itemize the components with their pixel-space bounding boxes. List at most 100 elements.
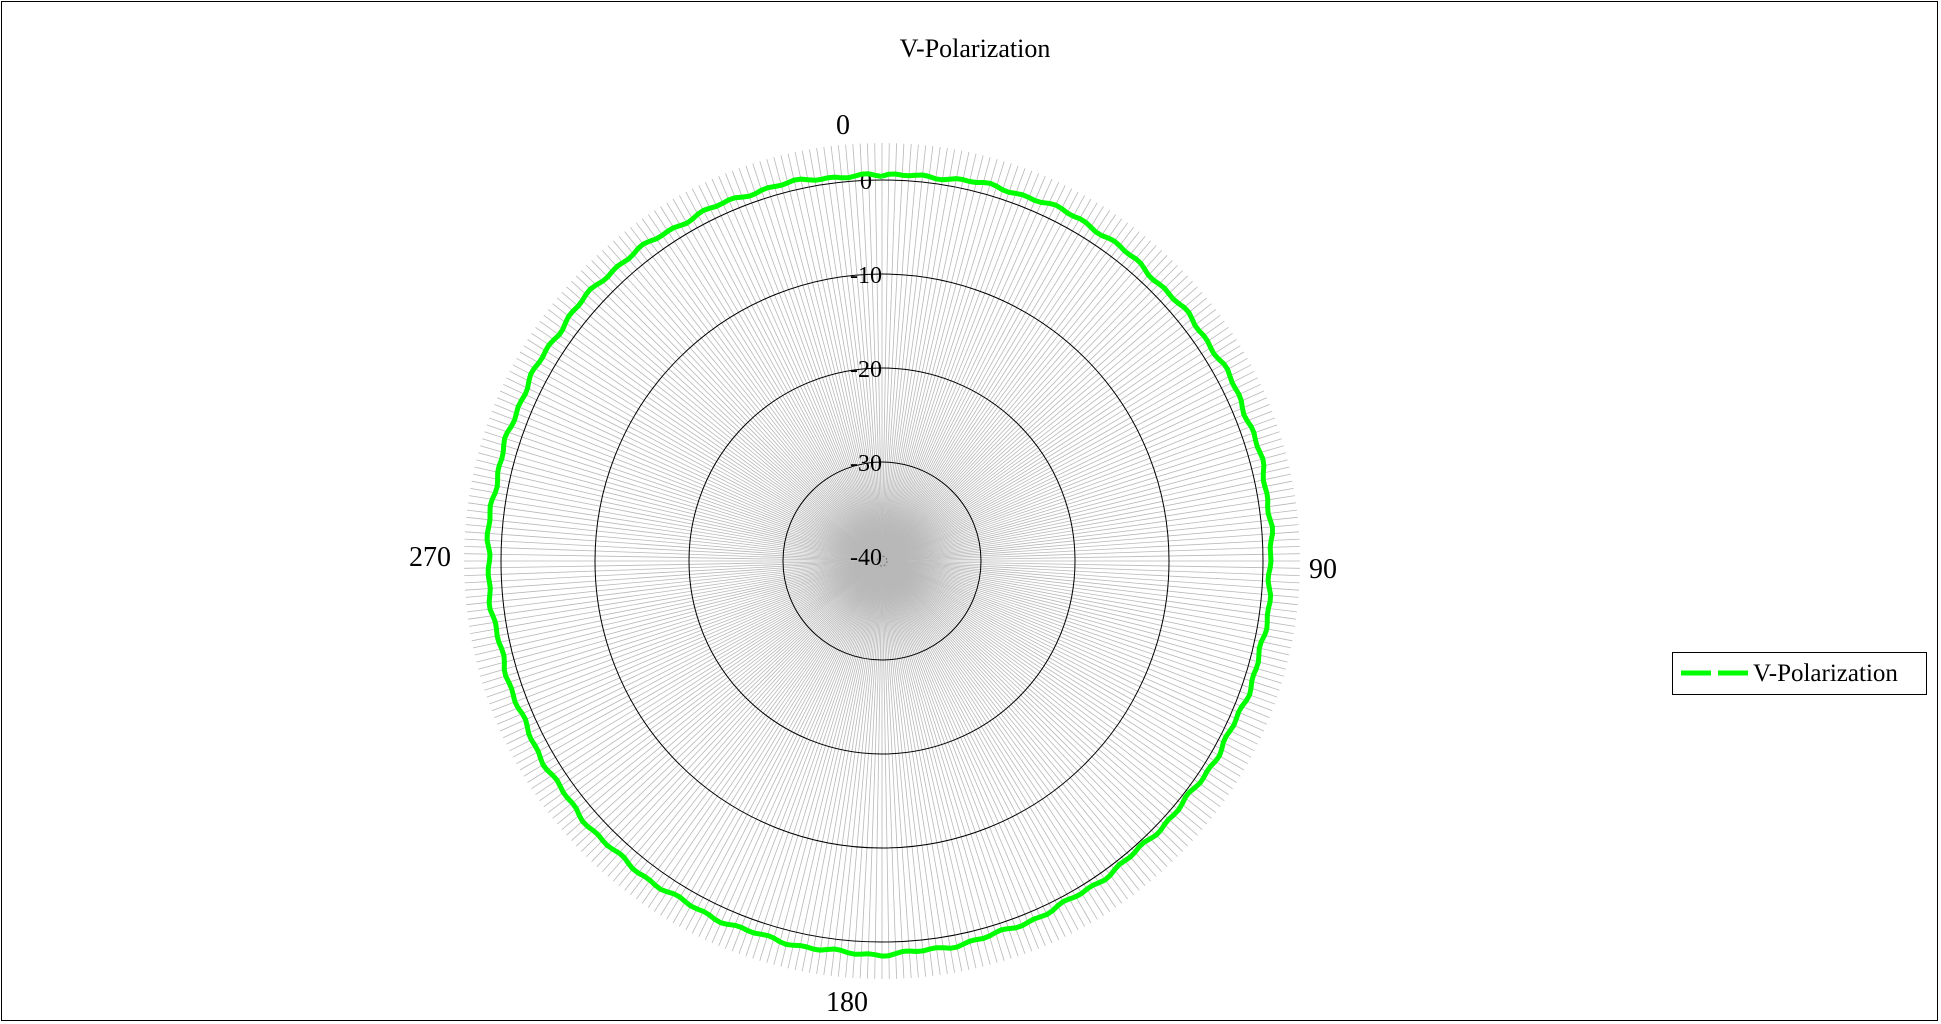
angular-spoke (478, 452, 883, 562)
angular-spoke (845, 560, 883, 978)
angular-spoke (881, 560, 1233, 790)
angular-spoke (881, 560, 1265, 732)
angular-spoke (881, 150, 963, 562)
angular-spoke (745, 560, 883, 957)
angular-spoke (516, 357, 883, 562)
legend-swatch (1681, 670, 1748, 676)
angular-spoke (881, 206, 1104, 562)
angular-spoke (881, 320, 1225, 562)
angular-spoke (881, 297, 1208, 562)
angular-spoke (484, 431, 883, 562)
angular-spoke (641, 218, 883, 562)
angular-spoke (881, 560, 1255, 752)
angular-spoke (881, 240, 1152, 562)
angular-spoke (881, 202, 1098, 562)
angular-spoke (881, 143, 905, 562)
angular-spoke (881, 560, 1152, 882)
angular-spoke (881, 560, 1273, 712)
angular-spoke (881, 560, 1300, 584)
angular-spoke (881, 488, 1294, 562)
angular-spoke (738, 560, 883, 954)
angular-spoke (881, 198, 1092, 562)
angular-spoke (503, 560, 883, 739)
angular-spoke (816, 148, 883, 562)
angular-spoke (506, 377, 883, 562)
angular-spoke (881, 560, 1288, 663)
angular-spoke (881, 303, 1212, 562)
angular-spoke (535, 560, 883, 796)
angular-spoke (881, 188, 1073, 562)
angular-spoke (480, 445, 883, 562)
angular-spoke (543, 314, 883, 562)
angular-spoke (704, 560, 883, 940)
angular-spoke (881, 560, 1098, 920)
angular-spoke (881, 560, 905, 979)
angular-spoke (881, 560, 1134, 896)
angular-spoke (672, 560, 883, 924)
angular-spoke (881, 364, 1252, 562)
angular-spoke (881, 560, 1117, 908)
angular-spoke (471, 480, 883, 562)
series-line-v-polarization (484, 171, 1275, 959)
angular-spoke (881, 214, 1117, 562)
angular-spoke (881, 383, 1261, 562)
angular-spoke (660, 206, 883, 562)
chart-title: V-Polarization (900, 34, 1051, 63)
angular-spoke (466, 516, 883, 562)
angular-spoke (809, 149, 883, 562)
angular-spoke (881, 560, 1237, 783)
radial-ring (500, 179, 1264, 943)
angular-spoke (881, 560, 1208, 825)
angle-tick-label: 270 (409, 542, 451, 573)
angular-spoke (881, 560, 963, 972)
angular-spoke (704, 182, 883, 562)
angular-spoke (881, 560, 1053, 944)
angular-spoke (561, 291, 883, 562)
angular-spoke (672, 198, 883, 562)
angular-spoke (859, 560, 883, 979)
angular-spoke (881, 480, 1293, 562)
angular-spoke (881, 143, 897, 562)
angular-spoke (561, 560, 883, 831)
angular-spoke (571, 560, 883, 841)
angular-spoke (499, 560, 883, 732)
angular-spoke (881, 159, 998, 562)
angular-spoke (881, 560, 1261, 739)
angular-spoke (881, 560, 1245, 771)
angular-spoke (881, 560, 998, 963)
angular-spoke (881, 157, 991, 562)
angular-spoke (489, 417, 883, 562)
angular-spoke (823, 147, 883, 562)
angular-spoke (881, 560, 1212, 819)
angular-spoke (473, 473, 883, 562)
angular-spoke (881, 146, 934, 562)
angular-spoke (497, 560, 883, 725)
angular-spoke (881, 560, 1282, 684)
angular-spoke (494, 560, 883, 718)
angular-spoke (881, 560, 1046, 946)
angular-spoke (881, 170, 1033, 562)
angular-spoke (596, 560, 883, 867)
angular-spoke (881, 357, 1248, 562)
angular-spoke (881, 560, 1270, 718)
angular-spoke (881, 218, 1123, 562)
angular-spoke (881, 560, 1111, 912)
angular-spoke (509, 370, 883, 562)
angular-spoke (830, 560, 883, 976)
angular-spoke (881, 560, 1297, 613)
angular-spoke (881, 560, 1299, 598)
angular-spoke (881, 270, 1183, 562)
angular-spoke (881, 144, 919, 562)
angular-spoke (881, 560, 955, 973)
angular-spoke (881, 148, 948, 562)
angular-spoke (881, 560, 1291, 649)
angular-spoke (469, 560, 883, 627)
angular-spoke (881, 377, 1258, 562)
angular-spoke (618, 235, 883, 562)
angular-spoke (881, 560, 1173, 862)
angular-spoke (881, 235, 1146, 562)
angular-spoke (881, 560, 1188, 847)
angular-spoke (698, 560, 883, 937)
angular-spoke (471, 560, 883, 642)
angular-spoke (881, 173, 1039, 562)
